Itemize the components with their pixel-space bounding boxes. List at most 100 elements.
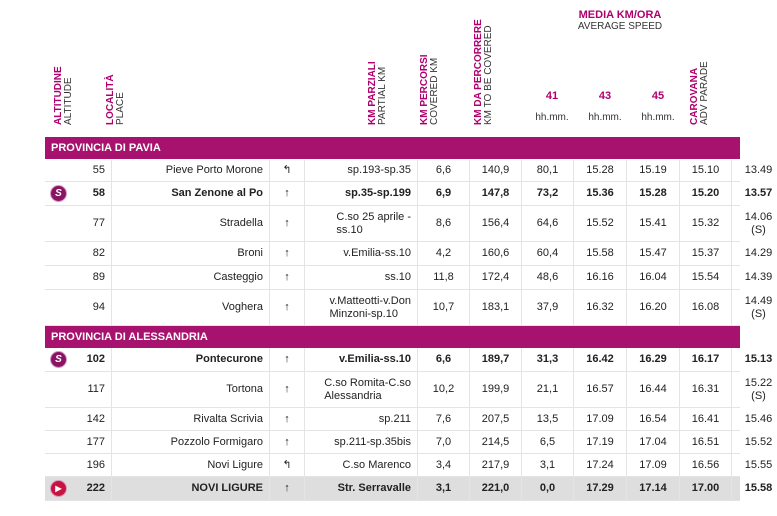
- time-45-cell: 17.00: [680, 477, 732, 500]
- covered-km-value: 147,8: [481, 187, 510, 199]
- table-row: 94 Voghera ↑ v.Matteotti-v.Don Minzoni-sp.10…: [45, 290, 772, 326]
- direction-icon: ↑: [270, 182, 305, 205]
- partial-km-value: 3,1: [435, 482, 452, 494]
- header-altitude-sub: ALTITUDE: [63, 77, 74, 125]
- caravan-line: 15.52: [744, 435, 773, 448]
- time-41-value: 16.32: [586, 301, 614, 313]
- remaining-km-cell: 73,2: [522, 182, 574, 205]
- road-line: sp.35-sp.199: [344, 187, 411, 199]
- header-caravan: CAROVANA ADV PARADE: [689, 61, 710, 125]
- time-45-value: 15.32: [691, 217, 720, 229]
- remaining-km-cell: 37,9: [522, 290, 574, 325]
- place-cell: San Zenone al Po: [112, 182, 270, 205]
- time-41-cell: 17.09: [574, 408, 627, 430]
- caravan-line: 15.58: [744, 482, 773, 494]
- time-45-value: 16.41: [691, 412, 720, 425]
- partial-km-cell: 7,6: [418, 408, 470, 430]
- header-place: LOCALITÀ PLACE: [105, 74, 126, 125]
- time-43-cell: 15.47: [627, 242, 680, 265]
- caravan-line: 13.49: [744, 164, 773, 176]
- partial-km-cell: 3,4: [418, 454, 470, 476]
- place-value: Casteggio: [213, 271, 263, 283]
- time-45-value: 17.00: [691, 482, 720, 494]
- time-43-value: 17.09: [639, 458, 667, 471]
- place-cell: Stradella: [112, 206, 270, 241]
- altitude-cell: 222: [67, 477, 112, 500]
- altitude-value: 82: [92, 247, 105, 259]
- partial-km-cell: 11,8: [418, 266, 470, 289]
- time-43-cell: 16.29: [627, 348, 680, 371]
- direction-icon-value: ↑: [284, 247, 290, 259]
- altitude-cell: 94: [67, 290, 112, 325]
- remaining-km-value: 37,9: [536, 301, 559, 313]
- header-speed-41: 41: [545, 90, 559, 102]
- time-43-value: 15.19: [639, 164, 667, 176]
- partial-km-cell: 10,7: [418, 290, 470, 325]
- covered-km-value: 199,9: [481, 383, 510, 395]
- covered-km-cell: 217,9: [470, 454, 522, 476]
- time-43-cell: 15.41: [627, 206, 680, 241]
- road-line: ss.10: [336, 223, 363, 236]
- place-cell: Pozzolo Formigaro: [112, 431, 270, 453]
- direction-icon: ↑: [270, 206, 305, 241]
- road-cell: v.Emilia-ss.10: [305, 348, 418, 371]
- time-41-value: 16.16: [586, 271, 614, 283]
- caravan-cell: 13.57: [732, 182, 777, 205]
- time-45-cell: 15.20: [680, 182, 732, 205]
- covered-km-cell: 160,6: [470, 242, 522, 265]
- time-41-cell: 16.16: [574, 266, 627, 289]
- time-43-cell: 16.54: [627, 408, 680, 430]
- road-line: v.Emilia-ss.10: [339, 353, 411, 365]
- place-cell: Broni: [112, 242, 270, 265]
- road-cell: sp.211-sp.35bis: [305, 431, 418, 453]
- partial-km-value: 10,7: [432, 301, 455, 313]
- remaining-km-cell: 0,0: [522, 477, 574, 500]
- remaining-km-cell: 64,6: [522, 206, 574, 241]
- direction-icon-value: ↰: [282, 458, 292, 471]
- remaining-km-value: 13,5: [536, 412, 559, 425]
- remaining-km-cell: 3,1: [522, 454, 574, 476]
- time-43-cell: 17.14: [627, 477, 680, 500]
- caravan-cell: 15.58: [732, 477, 777, 500]
- covered-km-value: 189,7: [481, 353, 510, 365]
- caravan-line: 15.46: [744, 412, 773, 425]
- header-covered: KM PERCORSI COVERED KM: [419, 54, 440, 125]
- time-45-cell: 16.31: [680, 372, 732, 407]
- header-speed-45: 45: [651, 90, 665, 102]
- header-partial-sub: PARTIAL KM: [377, 66, 388, 125]
- time-43-value: 15.41: [639, 217, 667, 229]
- covered-km-cell: 147,8: [470, 182, 522, 205]
- remaining-km-cell: 80,1: [522, 160, 574, 181]
- caravan-cell: 14.06 (S): [732, 206, 777, 241]
- partial-km-cell: 4,2: [418, 242, 470, 265]
- table-row: 177 Pozzolo Formigaro ↑ sp.211-sp.35bis 7,0 2…: [45, 431, 772, 454]
- time-41-cell: 16.32: [574, 290, 627, 325]
- finish-flag-icon: ▶: [50, 480, 67, 497]
- place-value: Voghera: [222, 301, 263, 313]
- caravan-cell: 15.22 (S): [732, 372, 777, 407]
- time-41-cell: 15.52: [574, 206, 627, 241]
- partial-km-value: 4,2: [435, 247, 452, 259]
- caravan-cell: 15.13: [732, 348, 777, 371]
- partial-km-value: 3,4: [435, 458, 452, 471]
- partial-km-value: 7,6: [435, 412, 452, 425]
- road-cell: v.Matteotti-v.Don Minzoni-sp.10: [305, 290, 418, 325]
- time-41-cell: 15.28: [574, 160, 627, 181]
- altitude-value: 177: [86, 435, 105, 448]
- place-value: Rivalta Scrivia: [193, 412, 263, 425]
- covered-km-cell: 172,4: [470, 266, 522, 289]
- remaining-km-cell: 13,5: [522, 408, 574, 430]
- time-45-cell: 16.08: [680, 290, 732, 325]
- road-line: v.Emilia-ss.10: [343, 247, 411, 259]
- caravan-line: 14.29: [744, 247, 773, 259]
- place-cell: Pontecurone: [112, 348, 270, 371]
- road-line: C.so Romita-C.so: [324, 376, 411, 389]
- sprint-icon: S: [50, 351, 67, 368]
- table-row: S 58 San Zenone al Po ↑ sp.35-sp.199 6,9 147,8…: [45, 182, 772, 206]
- place-value: San Zenone al Po: [171, 187, 263, 199]
- road-line: ss.10: [384, 271, 411, 283]
- sprint-icon: S: [50, 185, 67, 202]
- remaining-km-value: 6,5: [539, 435, 556, 448]
- caravan-cell: 14.29: [732, 242, 777, 265]
- time-45-value: 16.17: [691, 353, 720, 365]
